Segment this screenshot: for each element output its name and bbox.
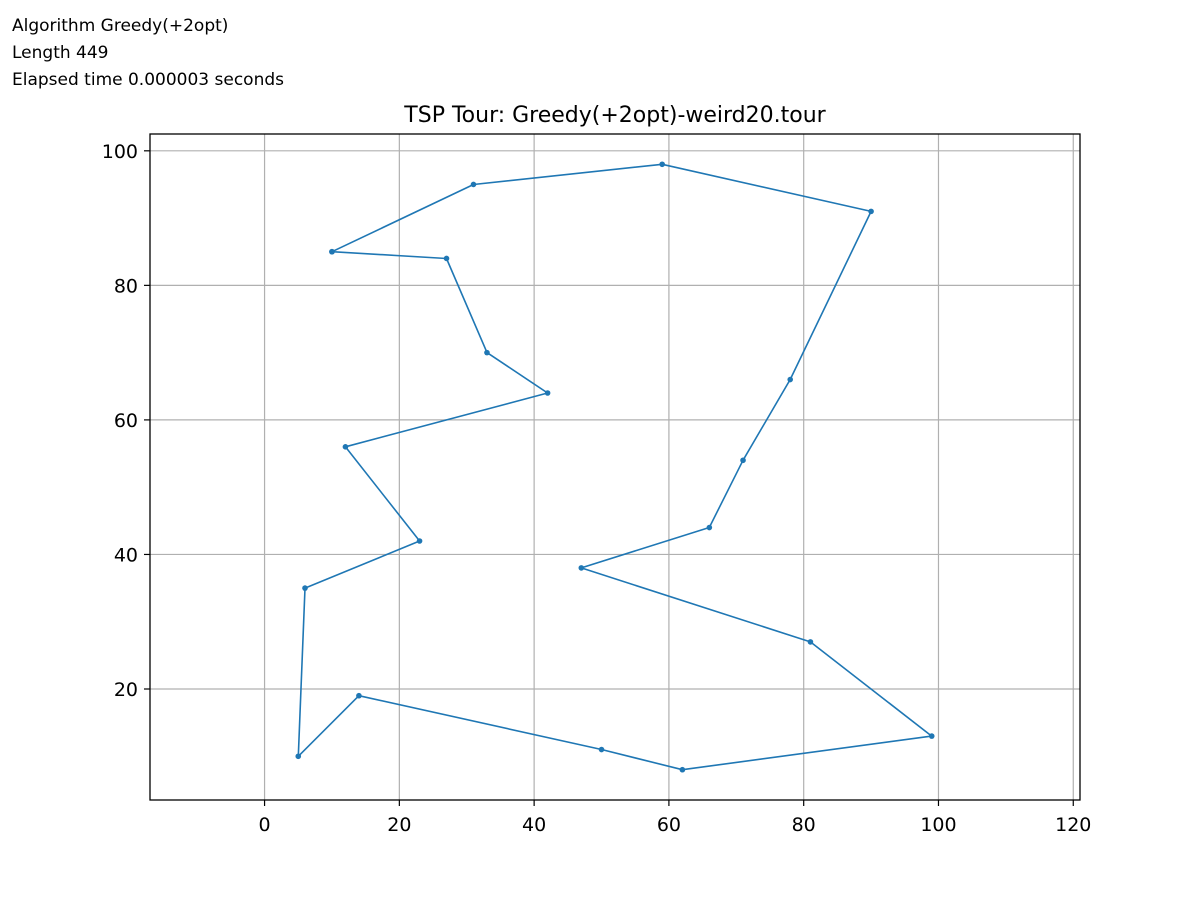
city-point <box>302 585 308 591</box>
elapsed-time-label: Elapsed time 0.000003 seconds <box>12 70 284 90</box>
city-point <box>578 565 585 571</box>
tour-series <box>295 161 935 773</box>
axis-ticks: 0 20 40 60 80 100 120 20 40 60 80 100 <box>102 141 1092 836</box>
city-point <box>544 390 551 396</box>
y-tick-label: 20 <box>114 679 138 701</box>
city-point <box>443 255 450 262</box>
x-tick-label: 20 <box>387 814 411 836</box>
city-point <box>356 692 362 699</box>
city-point <box>928 733 935 739</box>
chart-title: TSP Tour: Greedy(+2opt)-weird20.tour <box>403 103 826 128</box>
y-tick-label: 80 <box>114 275 138 297</box>
city-point <box>342 444 349 450</box>
city-point <box>295 753 302 760</box>
city-point <box>329 248 335 255</box>
city-point <box>740 457 746 464</box>
y-tick-label: 40 <box>114 544 138 566</box>
x-tick-label: 0 <box>259 814 271 836</box>
x-tick-label: 60 <box>657 814 681 836</box>
city-point <box>679 766 686 773</box>
city-point <box>416 538 423 544</box>
y-tick-label: 60 <box>114 410 138 432</box>
x-tick-label: 40 <box>522 814 546 836</box>
city-point <box>484 349 490 356</box>
plot-frame <box>149 133 1081 801</box>
grid <box>150 134 1080 800</box>
city-point <box>787 376 794 383</box>
city-point <box>598 746 605 753</box>
city-point <box>868 208 874 215</box>
x-tick-label: 120 <box>1055 814 1091 836</box>
algorithm-label: Algorithm Greedy(+2opt) <box>12 16 229 36</box>
city-point <box>807 639 814 645</box>
length-label: Length 449 <box>12 43 109 63</box>
x-tick-label: 80 <box>792 814 816 836</box>
city-point <box>659 161 665 168</box>
y-tick-label: 100 <box>102 141 138 163</box>
city-point <box>470 181 477 188</box>
x-tick-label: 100 <box>920 814 956 836</box>
tour-line <box>297 163 933 771</box>
city-point <box>706 524 713 531</box>
